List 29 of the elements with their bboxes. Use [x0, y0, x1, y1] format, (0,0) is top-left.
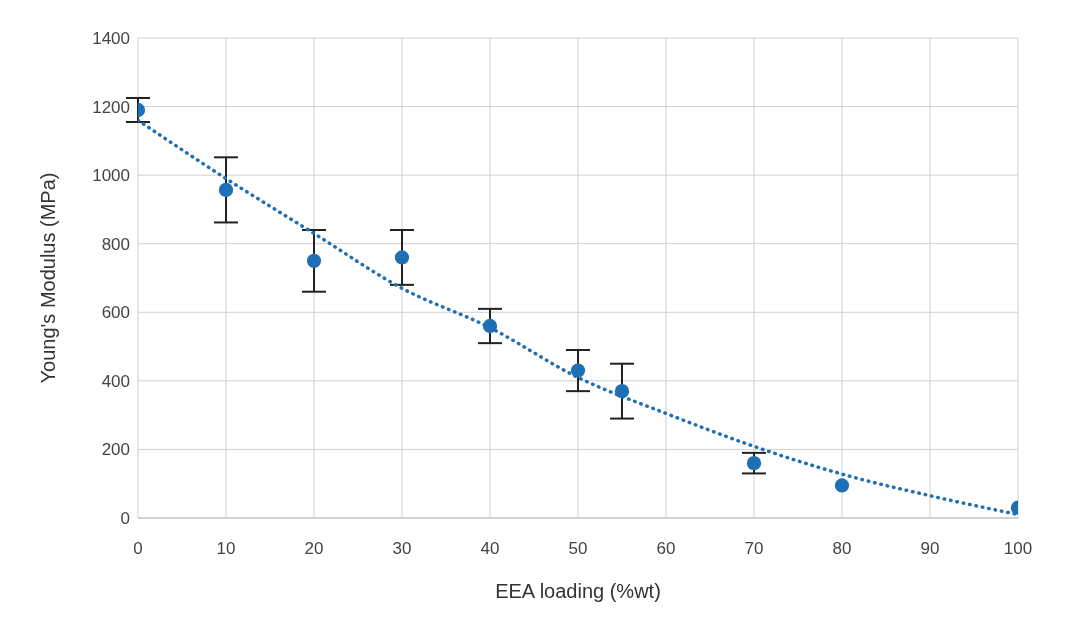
- y-tick-label: 1400: [92, 29, 130, 49]
- point: [482, 318, 498, 334]
- y-tick-label: 600: [101, 303, 130, 323]
- point: [570, 363, 586, 378]
- y-tick-label: 400: [101, 371, 130, 391]
- x-tick-label: 90: [920, 539, 940, 559]
- y-tick-label: 800: [101, 234, 130, 254]
- x-tick-label: 10: [216, 539, 236, 559]
- y-tick-label: 1000: [92, 166, 130, 186]
- x-tick-label: 80: [832, 539, 852, 559]
- point: [394, 250, 410, 265]
- x-tick-label: 20: [304, 539, 324, 559]
- x-axis-title: EEA loading (%wt): [495, 580, 661, 602]
- x-tick-label: 100: [1003, 539, 1033, 559]
- y-tick-label: 1200: [92, 97, 130, 117]
- point: [834, 478, 850, 493]
- y-tick-label: 200: [101, 440, 130, 460]
- point: [614, 384, 630, 399]
- x-tick-label: 40: [480, 539, 500, 559]
- x-tick-label: 60: [656, 539, 676, 559]
- y-axis-title: Young's Modulus (MPa): [37, 172, 60, 384]
- x-tick-label: 30: [392, 539, 412, 559]
- point: [218, 182, 234, 198]
- x-tick-label: 50: [568, 539, 588, 559]
- point: [746, 456, 762, 471]
- y-tick-label: 0: [120, 509, 130, 529]
- point: [306, 253, 322, 268]
- x-tick-label: 70: [744, 539, 764, 559]
- x-tick-label: 0: [133, 539, 143, 559]
